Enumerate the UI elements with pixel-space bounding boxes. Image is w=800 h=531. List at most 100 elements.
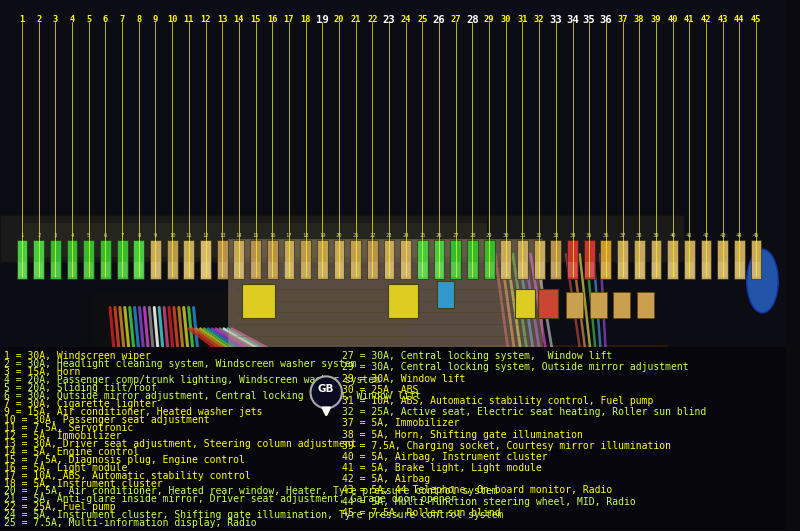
Bar xyxy=(467,239,478,279)
Circle shape xyxy=(310,376,342,408)
Text: 45: 45 xyxy=(753,233,759,238)
Text: 18: 18 xyxy=(300,15,311,24)
Text: 4: 4 xyxy=(70,15,74,24)
Bar xyxy=(166,239,178,279)
Text: 26: 26 xyxy=(436,233,442,238)
Bar xyxy=(538,289,558,318)
Bar xyxy=(585,261,594,277)
Bar xyxy=(634,239,645,279)
Text: 8: 8 xyxy=(136,15,142,24)
Bar xyxy=(685,261,694,277)
Text: 33: 33 xyxy=(553,233,559,238)
Text: 9: 9 xyxy=(154,233,157,238)
Bar xyxy=(602,261,610,277)
Text: 4 = 20A, Passenger comp/trunk lighting, Windscreen washer system: 4 = 20A, Passenger comp/trunk lighting, … xyxy=(4,375,380,385)
Text: 28: 28 xyxy=(469,233,476,238)
Text: 3 = 15A, Horn: 3 = 15A, Horn xyxy=(4,367,80,377)
Bar xyxy=(551,261,560,277)
Text: 7: 7 xyxy=(119,15,125,24)
Bar xyxy=(300,239,311,279)
Text: 42 = 5A, Airbag: 42 = 5A, Airbag xyxy=(342,474,430,484)
Bar xyxy=(526,387,606,440)
Text: 12: 12 xyxy=(200,15,210,24)
Bar xyxy=(388,284,418,318)
Bar xyxy=(590,292,607,318)
Bar xyxy=(568,261,577,277)
Text: 43 = 5A, 44 Telephone, On-board monitor, Radio: 43 = 5A, 44 Telephone, On-board monitor,… xyxy=(342,485,612,495)
Text: 34: 34 xyxy=(566,15,579,25)
Bar xyxy=(684,239,694,279)
Text: 16 = 5A, Light module: 16 = 5A, Light module xyxy=(4,463,127,473)
Text: 15: 15 xyxy=(250,15,261,24)
Bar xyxy=(101,261,110,277)
Bar xyxy=(418,261,426,277)
Bar xyxy=(518,261,527,277)
Bar xyxy=(500,239,511,279)
Text: 41: 41 xyxy=(686,233,693,238)
Text: 24 = 5A, Instrument cluster, Shifting gate illumination, Tyre pressure control s: 24 = 5A, Instrument cluster, Shifting ga… xyxy=(4,510,503,520)
Text: 38: 38 xyxy=(636,233,642,238)
Text: 6: 6 xyxy=(104,233,107,238)
Bar xyxy=(68,261,77,277)
Text: 1 = 30A, Windscreen wiper: 1 = 30A, Windscreen wiper xyxy=(4,352,151,361)
Bar xyxy=(567,239,578,279)
Text: 15: 15 xyxy=(252,233,259,238)
Text: 19: 19 xyxy=(319,233,326,238)
Bar xyxy=(718,261,727,277)
Text: 18 = 5A, Instrument cluster: 18 = 5A, Instrument cluster xyxy=(4,478,162,489)
Text: 29: 29 xyxy=(484,15,494,24)
Text: 10 = 30A, Passenger seat adjustment: 10 = 30A, Passenger seat adjustment xyxy=(4,415,210,425)
Text: 27 = 30A, Central locking system,  Window lift: 27 = 30A, Central locking system, Window… xyxy=(342,352,612,361)
Text: 39: 39 xyxy=(653,233,659,238)
Text: 45: 45 xyxy=(750,15,762,24)
Bar xyxy=(618,261,627,277)
Text: 23: 23 xyxy=(382,15,395,25)
Bar xyxy=(267,239,278,279)
Bar xyxy=(451,261,460,277)
Text: 39 = 7.5A, Charging socket, Courtesy mirror illumination: 39 = 7.5A, Charging socket, Courtesy mir… xyxy=(342,441,671,451)
Text: 30 = 25A, ABS: 30 = 25A, ABS xyxy=(342,385,418,395)
Text: 39: 39 xyxy=(650,15,661,24)
Bar xyxy=(385,261,394,277)
Text: 17: 17 xyxy=(284,15,294,24)
Bar xyxy=(218,261,226,277)
Bar xyxy=(515,289,534,318)
Bar xyxy=(334,261,343,277)
Bar xyxy=(84,261,93,277)
Text: 11: 11 xyxy=(186,233,192,238)
Text: 25: 25 xyxy=(417,15,428,24)
Text: 7 = 30A, Cigarette lighter: 7 = 30A, Cigarette lighter xyxy=(4,399,157,409)
Text: 37: 37 xyxy=(618,15,628,24)
Text: 21 = 5A, Anti-glare inside mirror, Driver seat adjustment, Garage door opener: 21 = 5A, Anti-glare inside mirror, Drive… xyxy=(4,494,456,504)
Bar xyxy=(450,239,461,279)
Text: 20 = 7.5A, Air conditioner, Heated rear window, Heater, Tyre pressure control sy: 20 = 7.5A, Air conditioner, Heated rear … xyxy=(4,486,498,496)
Bar xyxy=(434,239,445,279)
Bar xyxy=(17,239,27,279)
Bar xyxy=(234,261,243,277)
Bar xyxy=(318,261,326,277)
Text: 40: 40 xyxy=(667,15,678,24)
Bar xyxy=(750,239,762,279)
Bar xyxy=(434,261,443,277)
Text: 11 = 7.5A, Servotronic: 11 = 7.5A, Servotronic xyxy=(4,423,133,433)
Bar xyxy=(718,239,728,279)
Text: 44: 44 xyxy=(734,15,745,24)
Text: 17 = 10A, ABS, Automatic stability control: 17 = 10A, ABS, Automatic stability contr… xyxy=(4,470,250,481)
Bar xyxy=(534,239,545,279)
Text: 31: 31 xyxy=(519,233,526,238)
Text: 40 = 5A, Airbag, Instrument cluster: 40 = 5A, Airbag, Instrument cluster xyxy=(342,452,547,462)
Bar xyxy=(468,261,477,277)
Bar xyxy=(201,261,210,277)
Text: 5: 5 xyxy=(86,15,91,24)
Text: 44: 44 xyxy=(736,233,742,238)
Text: 11: 11 xyxy=(183,15,194,24)
Bar xyxy=(400,239,411,279)
Text: 23: 23 xyxy=(386,233,392,238)
Text: GB: GB xyxy=(318,384,334,395)
Bar xyxy=(185,261,194,277)
Text: 29 = 30A, Central locking system, Outside mirror adjustment: 29 = 30A, Central locking system, Outsid… xyxy=(342,363,689,372)
Text: 42: 42 xyxy=(702,233,710,238)
Text: 34: 34 xyxy=(570,233,576,238)
Text: 40: 40 xyxy=(670,233,676,238)
Bar xyxy=(668,261,677,277)
